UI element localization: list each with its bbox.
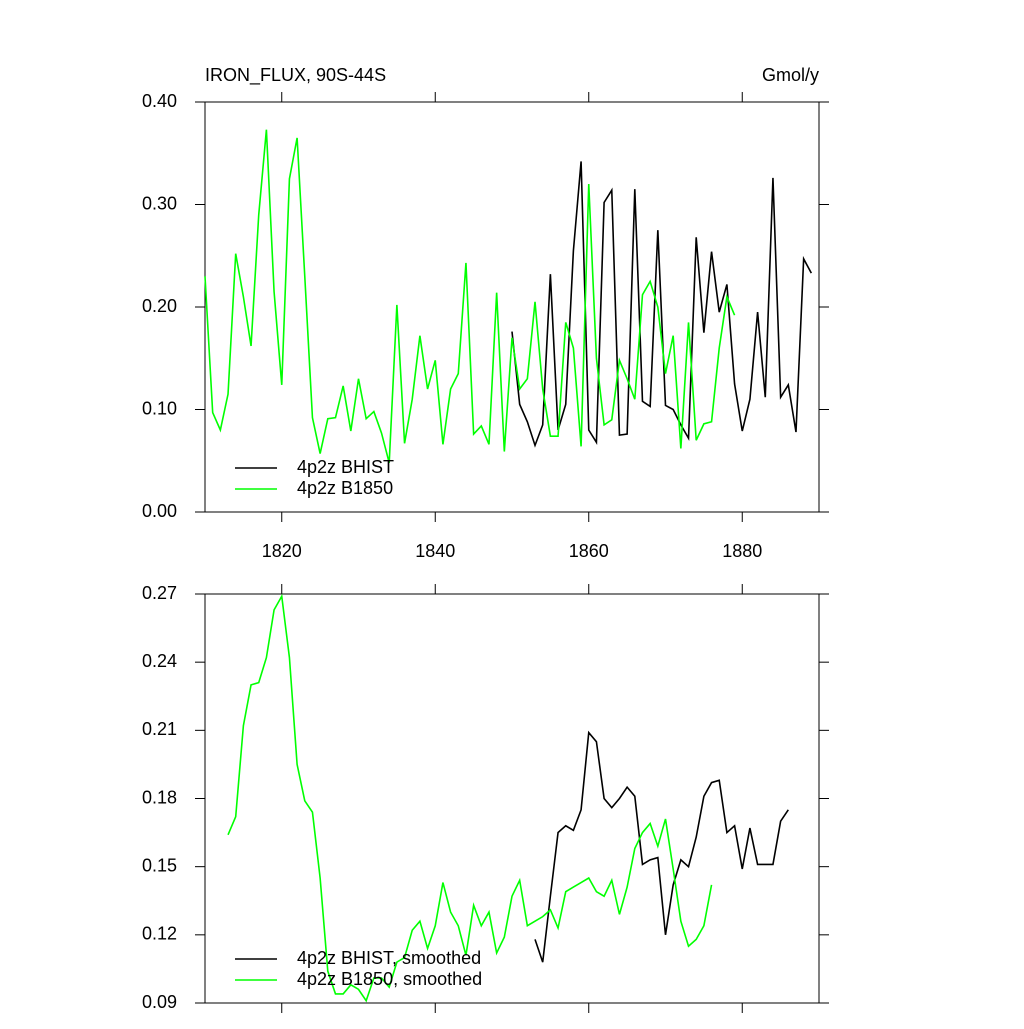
legend-label: 4p2z B1850 bbox=[297, 478, 393, 498]
y-tick-label: 0.27 bbox=[142, 583, 177, 603]
x-tick-label: 1880 bbox=[722, 541, 762, 561]
legend-label: 4p2z B1850, smoothed bbox=[297, 969, 482, 989]
x-tick-label: 1860 bbox=[569, 541, 609, 561]
data-line bbox=[227, 593, 713, 1003]
y-tick-label: 0.18 bbox=[142, 787, 177, 807]
chart-title: IRON_FLUX, 90S-44S bbox=[205, 65, 386, 86]
plot-frame bbox=[204, 101, 820, 513]
legend-label: 4p2z BHIST bbox=[297, 457, 394, 477]
data-line bbox=[511, 161, 813, 448]
data-line bbox=[204, 129, 736, 464]
x-tick-label: 1820 bbox=[262, 541, 302, 561]
y-tick-label: 0.24 bbox=[142, 651, 177, 671]
legend-label: 4p2z BHIST, smoothed bbox=[297, 948, 481, 968]
y-tick-label: 0.12 bbox=[142, 924, 177, 944]
y-tick-label: 0.21 bbox=[142, 719, 177, 739]
y-tick-label: 0.10 bbox=[142, 398, 177, 418]
units-label: Gmol/y bbox=[762, 65, 819, 85]
data-line bbox=[534, 730, 789, 963]
y-tick-label: 0.30 bbox=[142, 193, 177, 213]
plot-frame bbox=[204, 593, 820, 1004]
y-tick-label: 0.00 bbox=[142, 501, 177, 521]
x-tick-label: 1840 bbox=[415, 541, 455, 561]
y-tick-label: 0.20 bbox=[142, 296, 177, 316]
y-tick-label: 0.09 bbox=[142, 992, 177, 1012]
y-tick-label: 0.15 bbox=[142, 855, 177, 875]
y-tick-label: 0.40 bbox=[142, 91, 177, 111]
